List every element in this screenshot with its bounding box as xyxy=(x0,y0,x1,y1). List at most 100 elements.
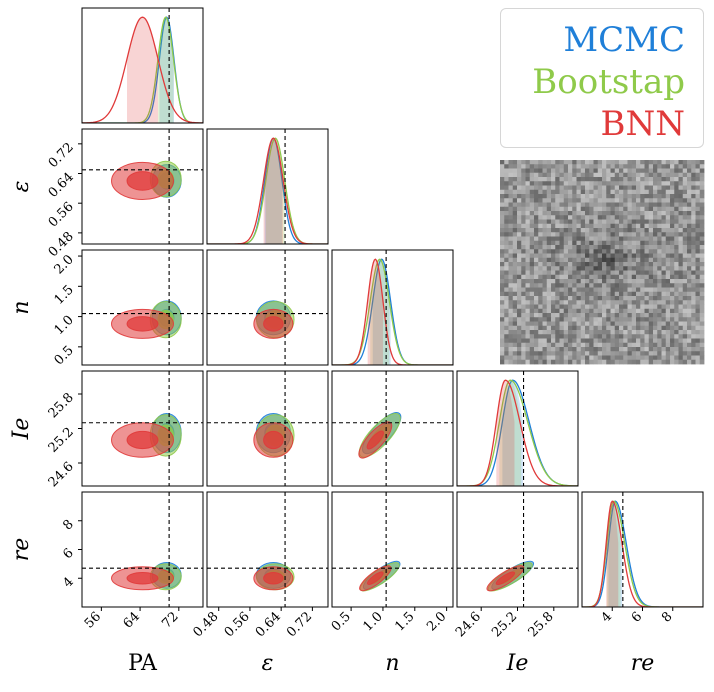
pixel xyxy=(670,338,675,344)
pixel xyxy=(691,283,696,288)
pixel xyxy=(644,330,650,335)
pixel xyxy=(691,215,696,220)
pixel xyxy=(691,181,696,186)
pixel xyxy=(695,313,701,318)
pixel xyxy=(682,160,688,165)
pixel xyxy=(563,300,569,305)
pixel xyxy=(517,181,522,186)
pixel xyxy=(521,262,526,267)
pixel xyxy=(623,236,628,242)
pixel xyxy=(504,304,509,310)
pixel xyxy=(674,189,679,195)
pixel xyxy=(538,168,543,174)
pixel xyxy=(572,257,577,263)
pixel xyxy=(597,164,603,169)
pixel xyxy=(619,223,624,229)
pixel xyxy=(623,228,628,233)
pixel xyxy=(670,253,675,259)
pixel xyxy=(670,219,675,225)
pixel xyxy=(512,206,518,212)
ytick-label-n-0: 0.5 xyxy=(52,343,77,368)
pixel xyxy=(508,359,514,365)
pixel xyxy=(576,177,582,182)
pixel xyxy=(559,347,565,352)
pixel xyxy=(508,274,514,280)
pixel xyxy=(674,223,679,229)
pixel xyxy=(551,287,556,293)
pixel xyxy=(529,206,535,212)
pixel xyxy=(512,279,518,284)
pixel xyxy=(627,287,633,293)
pixel xyxy=(640,185,645,191)
pixel xyxy=(538,308,543,314)
pixel xyxy=(699,194,705,199)
pixel xyxy=(538,211,543,216)
pixel xyxy=(678,223,684,229)
pixel xyxy=(542,321,548,327)
pixel xyxy=(661,168,667,174)
pixel xyxy=(538,279,543,284)
pixel xyxy=(678,164,684,169)
pixel xyxy=(512,257,518,263)
pixel xyxy=(661,181,667,186)
pixel xyxy=(614,185,620,191)
pixel xyxy=(661,308,667,314)
pixel xyxy=(653,317,658,322)
pixel xyxy=(576,279,582,284)
pixel xyxy=(542,274,548,280)
pixel xyxy=(695,236,701,242)
pixel xyxy=(521,291,526,297)
pixel xyxy=(627,164,633,169)
pixel xyxy=(678,257,684,263)
pixel xyxy=(512,189,518,195)
pixel xyxy=(614,330,620,335)
pixel xyxy=(627,223,633,229)
pixel xyxy=(508,262,514,267)
pixel xyxy=(568,279,573,284)
pixel xyxy=(572,334,577,339)
pixel xyxy=(631,160,637,165)
pixel xyxy=(500,330,505,335)
pixel xyxy=(534,291,539,297)
pixel xyxy=(546,219,552,225)
pixel xyxy=(619,164,624,169)
diag-PA-frame xyxy=(81,7,204,124)
pixel xyxy=(597,279,603,284)
pixel xyxy=(699,287,705,293)
pixel xyxy=(597,211,603,216)
pixel xyxy=(508,177,514,182)
pixel xyxy=(597,189,603,195)
pixel xyxy=(529,342,535,348)
pixel xyxy=(521,181,526,186)
pixel xyxy=(678,342,684,348)
pixel xyxy=(623,342,628,348)
pixel xyxy=(504,185,509,191)
pixel xyxy=(653,355,658,361)
pixel xyxy=(619,304,624,310)
pixel xyxy=(593,351,599,356)
pixel xyxy=(500,245,505,250)
pixel xyxy=(670,274,675,280)
pixel xyxy=(534,177,539,182)
pixel xyxy=(508,355,514,361)
pixel xyxy=(538,236,543,242)
pixel xyxy=(585,219,590,225)
pixel xyxy=(546,296,552,301)
pixel xyxy=(631,228,637,233)
pixel xyxy=(627,330,633,335)
pixel xyxy=(534,189,539,195)
pixel xyxy=(619,308,624,314)
pixel xyxy=(623,347,628,352)
pixel xyxy=(610,223,616,229)
pixel xyxy=(580,359,586,365)
pixel xyxy=(699,228,705,233)
pixel xyxy=(631,168,637,174)
pixel xyxy=(623,172,628,178)
pixel xyxy=(551,215,556,220)
pixel xyxy=(631,194,637,199)
diag-n-shade-2 xyxy=(367,259,383,365)
pixel xyxy=(682,308,688,314)
pixel xyxy=(512,223,518,229)
pixel xyxy=(657,325,662,331)
pixel xyxy=(576,342,582,348)
